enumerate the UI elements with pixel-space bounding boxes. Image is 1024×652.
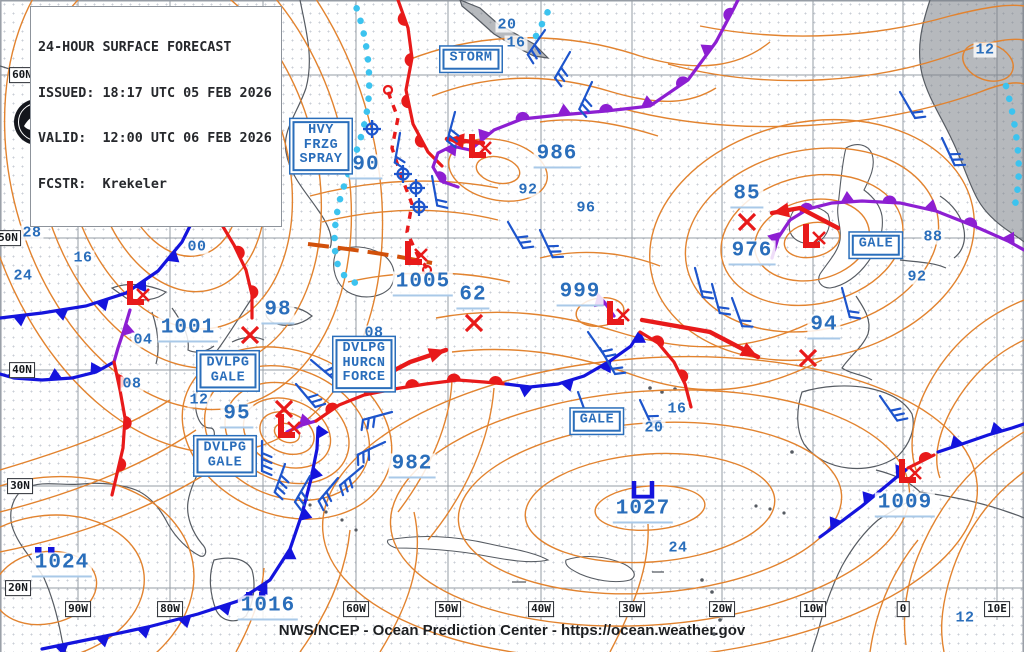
low-pressure-L-marker (405, 241, 428, 265)
wind-barb (446, 110, 460, 149)
header-title: 24-HOUR SURFACE FORECAST (38, 40, 232, 56)
wind-barb (338, 464, 365, 497)
wind-barb (598, 346, 627, 376)
great-lakes (110, 283, 265, 365)
position-x-marker (464, 313, 484, 333)
wind-barb (730, 296, 754, 328)
wind-barb (693, 266, 715, 300)
header-valid: VALID: 12:00 UTC 06 FEB 2026 (38, 131, 272, 147)
high-pressure-H-marker (246, 592, 253, 599)
pressure-center-symbols (35, 120, 922, 599)
freezing-spray-symbol (410, 198, 428, 216)
low-pressure-L-marker (803, 224, 826, 248)
wind-barb (576, 390, 600, 422)
high-pressure-H-marker (48, 547, 55, 554)
wind-barb (273, 462, 290, 501)
cuba (386, 535, 550, 563)
low-pressure-L-marker (278, 414, 301, 438)
header-forecaster: FCSTR: Krekeler (38, 176, 167, 192)
wind-barb (317, 476, 340, 512)
position-x-marker (240, 325, 260, 345)
wind-barb (898, 90, 927, 120)
freezing-spray-symbol (394, 165, 412, 183)
wind-barb (358, 342, 396, 361)
wind-barb (940, 136, 967, 167)
france-coast (841, 295, 873, 381)
boundary-lines (307, 0, 1023, 288)
low-pressure-L-marker (127, 281, 150, 305)
wind-barb (840, 286, 862, 320)
wind-barb (553, 50, 572, 88)
position-x-marker (737, 212, 757, 232)
wind-barb (430, 174, 449, 209)
wind-barb (356, 440, 387, 467)
denmark-coast (899, 195, 966, 269)
wind-barb (360, 410, 394, 432)
africa-coast (811, 469, 1024, 652)
gulf-stream-line (307, 242, 433, 265)
wind-barb (586, 330, 617, 358)
wind-barb (538, 228, 565, 259)
high-pressure-H-marker (259, 592, 266, 599)
wind-barb (506, 220, 535, 250)
wind-barbs (260, 28, 967, 512)
wind-barb (293, 474, 312, 512)
low-pressure-L-marker (607, 301, 630, 325)
position-x-marker (798, 348, 818, 368)
high-pressure-H-marker (631, 481, 655, 500)
wind-barb (294, 382, 327, 409)
wind-barb (710, 282, 732, 316)
freezing-spray-symbol (363, 120, 381, 138)
us-east-gulf-coast (10, 297, 253, 652)
forecast-header: 24-HOUR SURFACE FORECAST ISSUED: 18:17 U… (30, 6, 282, 227)
low-pressure-L-marker (469, 134, 492, 158)
wind-barb (526, 28, 547, 65)
position-x-marker (274, 399, 294, 419)
freezing-spray-symbol (407, 179, 425, 197)
scandinavia-land (919, 0, 1024, 242)
yucatan (209, 557, 255, 622)
wind-barb (578, 80, 594, 118)
wind-barb (260, 439, 273, 477)
wind-barb (878, 394, 909, 422)
freezing-spray-boundary (331, 0, 373, 288)
wind-barb (393, 131, 406, 170)
header-issued: ISSUED: 18:17 UTC 05 FEB 2026 (38, 85, 272, 101)
high-pressure-H-marker (35, 547, 42, 554)
iberia (797, 385, 914, 470)
freezing-spray-boundary (1002, 82, 1023, 214)
low-pressure-L-marker (899, 459, 922, 483)
wind-barb (638, 398, 665, 429)
greenland-land (460, 0, 548, 58)
footer-credit: NWS/NCEP - Ocean Prediction Center - htt… (278, 622, 746, 639)
movement-arrows (365, 133, 841, 387)
